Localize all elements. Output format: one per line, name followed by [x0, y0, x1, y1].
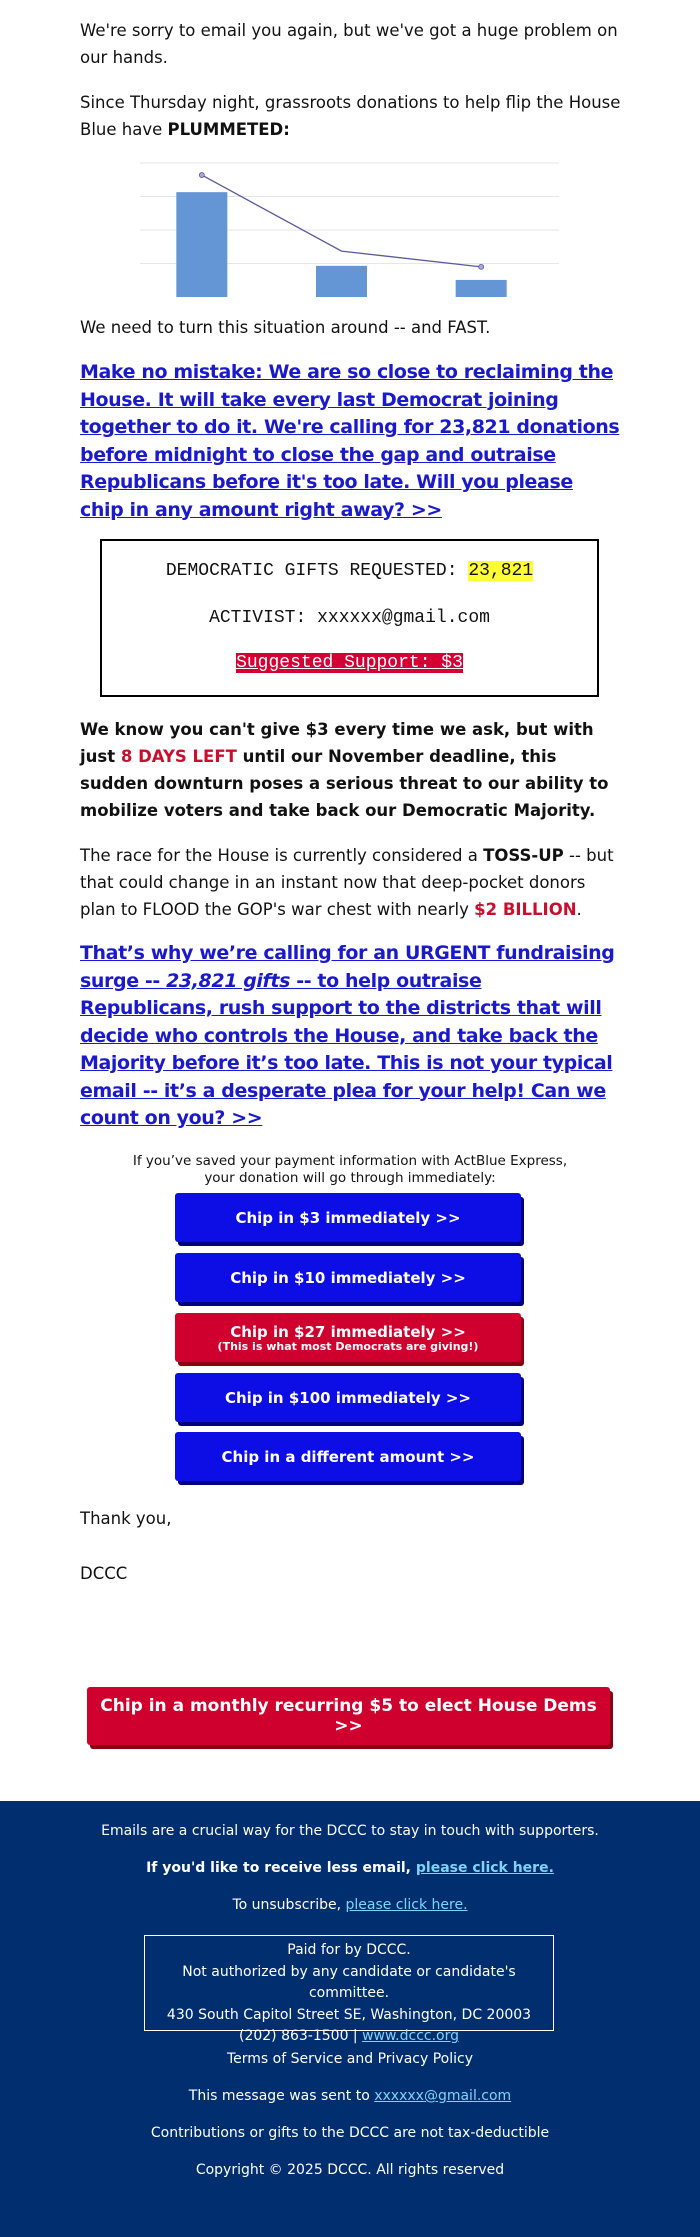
urgent-surge-link[interactable]: That’s why we’re calling for an URGENT f… — [80, 940, 620, 1133]
gifts-count: 23,821 — [468, 561, 534, 581]
suggested-line: Suggested Support: $3 — [102, 653, 597, 673]
chip-10-label: Chip in $10 immediately >> — [230, 1268, 466, 1287]
gifts-label: DEMOCRATIC GIFTS REQUESTED: — [165, 561, 469, 581]
activist-label: ACTIVIST: — [209, 608, 318, 628]
days-left-text: We know you can't give $3 every time we … — [80, 716, 625, 824]
phone: (202) 863-1500 | — [238, 2028, 363, 2044]
plummeted-bold: PLUMMETED: — [167, 120, 290, 139]
toss-up-c: . — [576, 900, 582, 919]
days-left-b: until our November deadline, this sudden… — [80, 747, 609, 820]
trend-point — [478, 263, 485, 270]
monthly-recurring-button[interactable]: Chip in a monthly recurring $5 to elect … — [87, 1687, 610, 1745]
donations-chart — [140, 162, 559, 297]
urgent-a: That’s why we’re calling for an URGENT f… — [80, 942, 615, 992]
activist-email: xxxxxx@gmail.com — [317, 608, 490, 628]
signature: DCCC — [80, 1564, 128, 1583]
footer: Emails are a crucial way for the DCCC to… — [0, 1801, 700, 2237]
thank-you: Thank you, — [80, 1509, 172, 1528]
plummet-text: Since Thursday night, grassroots donatio… — [80, 89, 625, 143]
suggested-support-link[interactable]: Suggested Support: $3 — [236, 653, 463, 673]
two-billion: $2 BILLION — [474, 900, 577, 919]
tax-note: Contributions or gifts to the DCCC are n… — [150, 2125, 550, 2141]
chip-27-label: Chip in $27 immediately >> — [230, 1322, 466, 1341]
toss-up-text: The race for the House is currently cons… — [80, 842, 625, 923]
less-email-link[interactable]: please click here. — [415, 1860, 554, 1876]
sent-to-email-link[interactable]: xxxxxx@gmail.com — [374, 2088, 512, 2104]
toss-up-b: -- but that could change in an instant n… — [80, 846, 614, 919]
contact-line: (202) 863-1500 | www.dccc.org — [145, 2026, 553, 2048]
chip-27-sublabel: (This is what most Democrats are giving!… — [217, 1339, 479, 1353]
gift-request-box: DEMOCRATIC GIFTS REQUESTED: 23,821 ACTIV… — [100, 539, 599, 697]
sent-to-text: This message was sent to — [188, 2088, 375, 2104]
toss-up-bold: TOSS-UP — [483, 846, 564, 865]
sent-to-line: This message was sent to xxxxxx@gmail.co… — [0, 2088, 700, 2104]
trend-line — [201, 174, 482, 268]
urgent-b: -- to help outraise Republicans, rush su… — [80, 969, 613, 1130]
bar — [316, 265, 367, 297]
urgent-gifts: 23,821 gifts — [166, 969, 290, 992]
monthly-recurring-label: Chip in a monthly recurring $5 to elect … — [100, 1696, 597, 1736]
actblue-express-note: If you’ve saved your payment information… — [100, 1153, 600, 1187]
paid-for-box: Paid for by DCCC. Not authorized by any … — [144, 1935, 554, 2044]
less-email-line: If you'd like to receive less email, ple… — [0, 1860, 700, 1876]
plummet-text-body: Since Thursday night, grassroots donatio… — [80, 93, 621, 139]
chip-100-button[interactable]: Chip in $100 immediately >> — [175, 1373, 521, 1422]
bar — [176, 192, 228, 297]
activist-line: ACTIVIST: xxxxxx@gmail.com — [102, 608, 597, 628]
address-line: 430 South Capitol Street SE, Washington,… — [166, 2006, 532, 2023]
chip-10-button[interactable]: Chip in $10 immediately >> — [175, 1253, 521, 1302]
trend-point — [198, 172, 205, 178]
gifts-requested-line: DEMOCRATIC GIFTS REQUESTED: 23,821 — [102, 561, 597, 581]
unsubscribe-link[interactable]: please click here. — [345, 1897, 468, 1913]
website-link[interactable]: www.dccc.org — [362, 2028, 460, 2044]
unsubscribe-line: To unsubscribe, please click here. — [0, 1897, 700, 1913]
days-left-highlight: 8 DAYS LEFT — [120, 747, 237, 766]
turn-around-text: We need to turn this situation around --… — [80, 318, 491, 337]
bar — [455, 279, 507, 297]
chip-other-button[interactable]: Chip in a different amount >> — [175, 1432, 521, 1481]
express-line-2: your donation will go through immediatel… — [204, 1170, 496, 1186]
paid-for-line: Paid for by DCCC. — [287, 1942, 411, 1958]
toss-up-a: The race for the House is currently cons… — [80, 846, 484, 865]
chip-3-label: Chip in $3 immediately >> — [235, 1208, 461, 1227]
chip-3-button[interactable]: Chip in $3 immediately >> — [175, 1193, 521, 1242]
chip-100-label: Chip in $100 immediately >> — [225, 1388, 471, 1407]
intro-text: We're sorry to email you again, but we'v… — [80, 21, 618, 67]
reclaim-house-link[interactable]: Make no mistake: We are so close to recl… — [80, 361, 620, 521]
express-line-1: If you’ve saved your payment information… — [132, 1153, 568, 1169]
chip-other-label: Chip in a different amount >> — [221, 1447, 475, 1466]
footer-intro: Emails are a crucial way for the DCCC to… — [101, 1823, 599, 1839]
days-left-a: We know you can't give $3 every time we … — [80, 720, 594, 766]
copyright: Copyright © 2025 DCCC. All rights reserv… — [195, 2162, 505, 2178]
not-authorized-line: Not authorized by any candidate or candi… — [182, 1963, 516, 2002]
less-email-text: If you'd like to receive less email, — [146, 1860, 416, 1876]
terms-privacy-link[interactable]: Terms of Service and Privacy Policy — [226, 2051, 473, 2067]
chip-27-button[interactable]: Chip in $27 immediately >> (This is what … — [175, 1313, 521, 1362]
unsubscribe-text: To unsubscribe, — [232, 1897, 346, 1913]
